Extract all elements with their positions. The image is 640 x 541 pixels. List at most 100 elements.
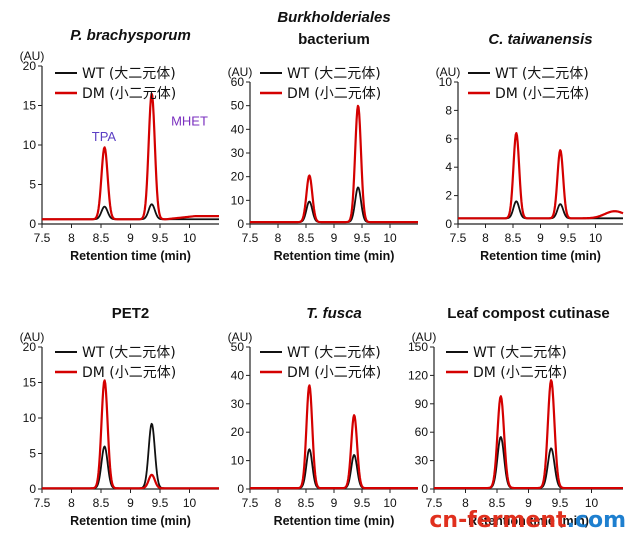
series-line-dm (249, 384, 419, 490)
y-axis-label: (AU) (20, 49, 45, 63)
x-tick-label: 7.5 (242, 231, 259, 245)
x-tick-label: 9.5 (552, 496, 569, 510)
series-line-dm (249, 104, 419, 224)
series-line-dm (457, 132, 624, 220)
y-tick-label: 120 (408, 368, 428, 382)
legend-label: WT (大二元体) (82, 66, 176, 82)
y-tick-label: 10 (23, 411, 37, 425)
series-line-wt (249, 186, 419, 224)
x-axis-label: Retention time (min) (274, 249, 395, 263)
x-tick-label: 9 (331, 496, 338, 510)
series-line-dm (41, 92, 220, 221)
y-tick-label: 0 (29, 217, 36, 231)
x-tick-label: 8.5 (93, 496, 110, 510)
x-tick-label: 10 (383, 231, 397, 245)
y-tick-label: 20 (231, 170, 245, 184)
chart-title: bacterium (298, 31, 370, 48)
chart-title: Leaf compost cutinase (447, 305, 610, 322)
x-tick-label: 9.5 (354, 496, 371, 510)
y-axis-label: (AU) (412, 330, 437, 344)
x-tick-label: 8 (275, 496, 282, 510)
x-tick-label: 10 (183, 231, 197, 245)
y-tick-label: 15 (23, 99, 37, 113)
chart-panel-1: P. brachysporum 0 5 10 15 20 7.5 8 8.5 9 9.5 10 (AU)… (20, 27, 220, 263)
y-tick-label: 50 (231, 99, 245, 113)
series-line-dm (41, 379, 220, 490)
x-tick-label: 10 (589, 231, 603, 245)
x-tick-label: 7.5 (450, 231, 467, 245)
x-tick-label: 9.5 (152, 496, 169, 510)
peak-annotation: MHET (171, 113, 208, 128)
chart-title: T. fusca (306, 305, 362, 322)
x-tick-label: 9 (331, 231, 338, 245)
chart-panel-4: PET2 0 5 10 15 20 7.5 8 8.5 9 9.5 10 (AU) Retention t… (20, 305, 220, 528)
chart-title: Burkholderiales (277, 9, 390, 26)
x-axis-label: Retention time (min) (70, 249, 191, 263)
y-tick-label: 60 (231, 75, 245, 89)
y-tick-label: 10 (439, 75, 453, 89)
y-tick-label: 40 (231, 122, 245, 136)
x-tick-label: 10 (183, 496, 197, 510)
y-tick-label: 0 (421, 482, 428, 496)
legend-label: DM (小二元体) (82, 86, 176, 102)
x-tick-label: 8.5 (93, 231, 110, 245)
y-tick-label: 5 (29, 178, 36, 192)
x-tick-label: 8 (68, 496, 75, 510)
y-tick-label: 10 (231, 454, 245, 468)
series-line-dm (433, 379, 624, 490)
y-tick-label: 0 (445, 217, 452, 231)
legend-label: WT (大二元体) (82, 345, 176, 361)
chart-panel-5: T. fusca 0 10 20 30 40 50 7.5 8 8.5 9 9.5 10 (AU) Rete… (228, 305, 419, 528)
legend-label: WT (大二元体) (287, 345, 381, 361)
x-tick-label: 8 (482, 231, 489, 245)
x-tick-label: 8.5 (298, 496, 315, 510)
x-tick-label: 9 (525, 496, 532, 510)
watermark-logo: cn-ferment.com (429, 508, 626, 533)
chart-title: PET2 (112, 305, 150, 322)
x-axis-label: Retention time (min) (468, 514, 589, 528)
y-axis-label: (AU) (20, 330, 45, 344)
x-tick-label: 8.5 (298, 231, 315, 245)
y-tick-label: 10 (23, 138, 37, 152)
y-tick-label: 20 (23, 59, 37, 73)
legend-label: WT (大二元体) (473, 345, 567, 361)
x-tick-label: 7.5 (34, 231, 51, 245)
x-tick-label: 8.5 (505, 231, 522, 245)
y-tick-label: 150 (408, 340, 428, 354)
x-tick-label: 7.5 (426, 496, 443, 510)
legend-label: DM (小二元体) (495, 86, 589, 102)
legend-label: DM (小二元体) (287, 365, 381, 381)
chart-title: C. taiwanensis (488, 31, 592, 48)
x-tick-label: 8 (462, 496, 469, 510)
y-tick-label: 8 (445, 103, 452, 117)
legend-label: DM (小二元体) (287, 86, 381, 102)
y-axis-label: (AU) (228, 330, 253, 344)
x-tick-label: 9.5 (152, 231, 169, 245)
x-tick-label: 9 (537, 231, 544, 245)
x-tick-label: 7.5 (34, 496, 51, 510)
y-axis-label: (AU) (436, 65, 461, 79)
y-tick-label: 50 (231, 340, 245, 354)
x-tick-label: 9 (127, 496, 134, 510)
chart-panel-6: Leaf compost cutinase 0 30 60 90 120 150 7.5 8 8.… (408, 305, 624, 528)
series-line-wt (41, 422, 220, 490)
y-tick-label: 6 (445, 132, 452, 146)
x-tick-label: 8 (275, 231, 282, 245)
y-tick-label: 0 (237, 217, 244, 231)
y-tick-label: 40 (231, 368, 245, 382)
chart-title: P. brachysporum (70, 27, 191, 44)
x-tick-label: 10 (585, 496, 599, 510)
peak-annotation: TPA (92, 129, 117, 144)
y-tick-label: 0 (29, 482, 36, 496)
y-tick-label: 20 (231, 425, 245, 439)
chart-panel-2: Burkholderiales bacterium 0 10 20 30 40 50 60 7.5… (228, 9, 419, 263)
y-tick-label: 60 (415, 425, 429, 439)
x-tick-label: 8.5 (489, 496, 506, 510)
x-tick-label: 10 (383, 496, 397, 510)
y-tick-label: 15 (23, 376, 37, 390)
y-axis-label: (AU) (228, 65, 253, 79)
series-line-wt (433, 436, 624, 489)
x-tick-label: 9 (127, 231, 134, 245)
